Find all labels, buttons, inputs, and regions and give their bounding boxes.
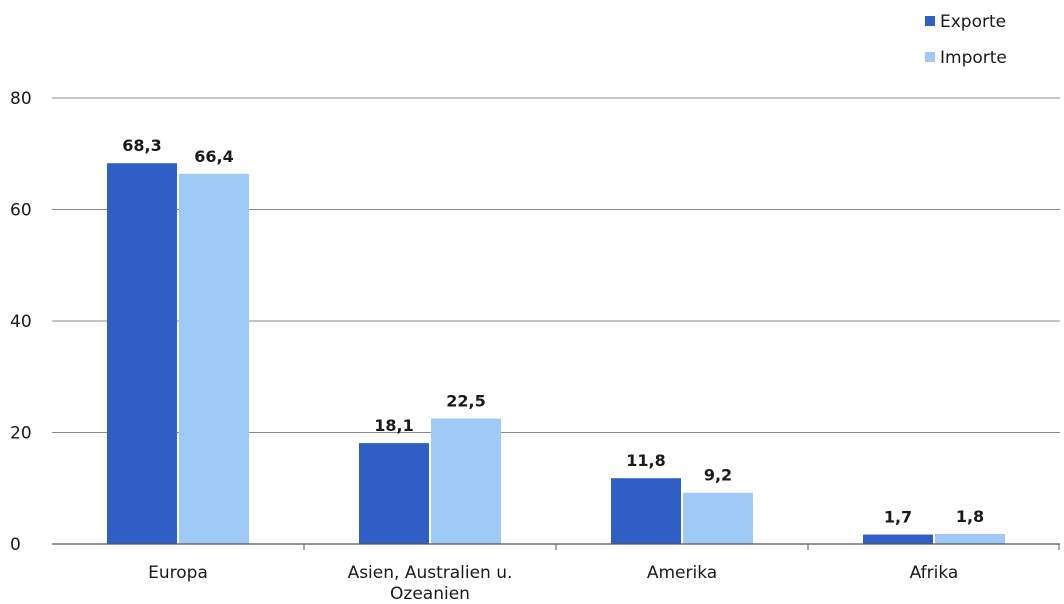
bars — [107, 163, 1005, 545]
data-label: 1,8 — [956, 507, 984, 526]
bar-importe — [935, 533, 1005, 544]
x-axis: Europa Asien, Australien u.Ozeanien Amerik… — [52, 543, 1060, 604]
legend-label: Exporte — [940, 12, 1006, 32]
y-tick-label: 60 — [10, 201, 32, 221]
bar-importe — [431, 418, 501, 544]
data-label: 11,8 — [626, 451, 665, 470]
bar-exporte — [359, 443, 429, 544]
y-tick-label: 80 — [10, 89, 32, 109]
bar-exporte — [611, 478, 681, 544]
legend-swatch — [925, 16, 935, 26]
y-tick-label: 20 — [10, 424, 32, 444]
x-tick-label: Asien, Australien u. — [348, 563, 513, 583]
bar-importe — [179, 173, 249, 544]
x-tick-label: Amerika — [647, 563, 717, 583]
data-label: 18,1 — [374, 416, 413, 435]
data-label: 9,2 — [704, 466, 732, 485]
legend-label: Importe — [940, 48, 1007, 68]
data-label: 22,5 — [446, 392, 485, 411]
data-labels: 68,3 66,4 18,1 22,5 11,8 9,2 1,7 1,8 — [122, 136, 984, 526]
bar-exporte — [863, 534, 933, 544]
data-label: 66,4 — [194, 147, 233, 166]
x-tick-label: Ozeanien — [390, 584, 470, 604]
y-tick-label: 40 — [10, 312, 32, 332]
x-tick-label: Afrika — [910, 563, 959, 583]
data-label: 1,7 — [884, 508, 912, 527]
legend: Exporte Importe — [925, 12, 1007, 68]
y-axis-ticks: 0 20 40 60 80 — [10, 89, 32, 555]
data-label: 68,3 — [122, 136, 161, 155]
x-tick-label: Europa — [148, 563, 208, 583]
bar-exporte — [107, 163, 177, 545]
bar-importe — [683, 492, 753, 544]
y-tick-label: 0 — [10, 535, 21, 555]
legend-swatch — [925, 52, 935, 62]
